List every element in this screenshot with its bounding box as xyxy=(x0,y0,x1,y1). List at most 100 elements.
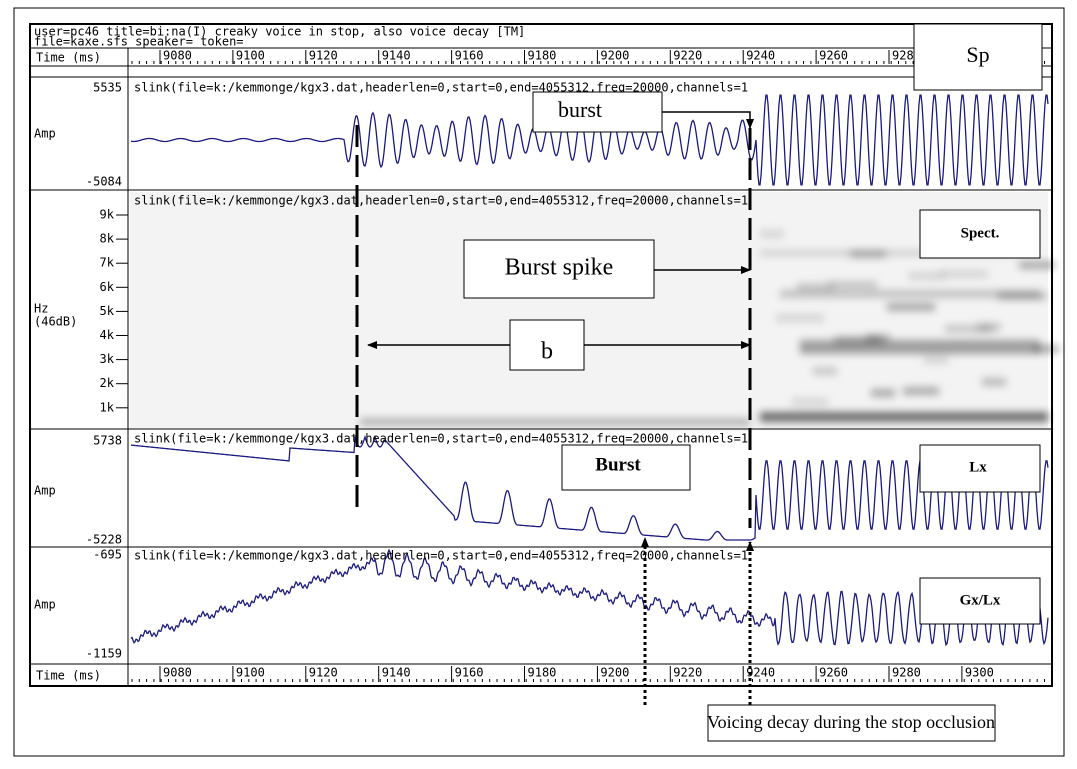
time-tick-label: 9300 xyxy=(965,666,994,680)
energy xyxy=(780,290,1040,298)
annotation: Burst xyxy=(595,454,641,475)
energy xyxy=(760,250,1020,256)
annotation: burst xyxy=(558,97,602,122)
amp-min: -5228 xyxy=(86,533,122,547)
time-tick-label: 9260 xyxy=(819,49,848,63)
energy xyxy=(792,398,828,406)
source-text: slink(file=k:/kemmonge/kgx3.dat,headerle… xyxy=(134,81,748,95)
energy xyxy=(977,323,1001,331)
annotation: Spect. xyxy=(961,225,1000,241)
time-tick-label: 9220 xyxy=(673,666,702,680)
source-text: slink(file=k:/kemmonge/kgx3.dat,headerle… xyxy=(134,549,748,563)
energy xyxy=(1019,261,1055,269)
annotation-box xyxy=(509,319,585,371)
annotation-box xyxy=(913,23,1043,91)
time-tick-label: 9100 xyxy=(236,49,265,63)
arrow xyxy=(662,111,754,129)
time-axis-label: Time (ms) xyxy=(36,669,101,683)
energy xyxy=(800,340,1040,354)
annotation-box xyxy=(919,209,1041,259)
hz-tick-label: 3k xyxy=(100,352,115,366)
panel-grid xyxy=(30,47,1052,686)
hz-tick-label: 9k xyxy=(100,208,115,222)
annotation: Burst spike xyxy=(505,255,614,281)
annotation: b xyxy=(541,339,553,365)
annotation-box xyxy=(919,444,1041,493)
waveforms xyxy=(130,94,1049,647)
time-axis-label: Time (ms) xyxy=(36,51,101,65)
energy xyxy=(871,389,895,397)
time-tick-label: 9180 xyxy=(528,666,557,680)
hz-tick-label: 7k xyxy=(100,256,115,270)
header-line: file=kaxe.sfs speaker= token= xyxy=(34,35,244,49)
hz-tick-label: 6k xyxy=(100,280,115,294)
annotation-box xyxy=(561,444,691,491)
time-tick-label: 9140 xyxy=(382,666,411,680)
energy xyxy=(813,367,837,375)
time-tick-label: 9280 xyxy=(892,666,921,680)
energy xyxy=(760,230,784,238)
energy xyxy=(908,272,944,280)
time-tick-label: 9120 xyxy=(309,49,338,63)
hz-ticks: 9k 8k 7k 6k 5k 4k 3k 2k 1k xyxy=(100,208,128,414)
hz-tick-label: 4k xyxy=(100,328,115,342)
time-tick-label: 9160 xyxy=(455,666,484,680)
axis-label: Amp xyxy=(34,127,56,141)
time-tick-label: 9240 xyxy=(746,666,775,680)
time-tick-label: 9220 xyxy=(673,49,702,63)
amp-max: 5535 xyxy=(93,81,122,95)
annotation-box xyxy=(919,577,1041,625)
annotation: Voicing decay during the stop occlusion xyxy=(707,712,995,732)
waveform xyxy=(130,94,1049,186)
energy xyxy=(924,356,948,364)
time-tick-label: 9260 xyxy=(819,666,848,680)
annotation-box xyxy=(463,239,655,299)
amp-max: -695 xyxy=(93,548,122,562)
hz-tick-label: 1k xyxy=(100,400,115,414)
axis-label: Amp xyxy=(34,598,56,612)
time-tick-label: 9160 xyxy=(455,49,484,63)
time-tick-label: 9100 xyxy=(236,666,265,680)
amp-max: 5738 xyxy=(93,434,122,448)
energy xyxy=(760,412,1048,422)
source-text: slink(file=k:/kemmonge/kgx3.dat,headerle… xyxy=(134,432,748,446)
energy xyxy=(887,303,935,311)
source-text: slink(file=k:/kemmonge/kgx3.dat,headerle… xyxy=(134,194,748,208)
energy xyxy=(829,281,877,289)
header-line: user=pc46 title=bi:na(I) creaky voice in… xyxy=(34,25,525,39)
energy xyxy=(1035,345,1059,353)
time-tick-label: 9200 xyxy=(600,666,629,680)
time-tick-label: 9120 xyxy=(309,666,338,680)
time-ticks: 9080 9100 9120 9140 9160 9180 9200 9220 9240 9260… xyxy=(131,49,1045,682)
energy xyxy=(940,270,988,278)
energy xyxy=(360,418,750,426)
time-tick-label: 9180 xyxy=(528,49,557,63)
hz-tick-label: 5k xyxy=(100,304,115,318)
amp-min: -1159 xyxy=(86,647,122,661)
spectrogram-energy xyxy=(360,230,1059,426)
energy xyxy=(866,334,890,342)
time-tick-label: 9080 xyxy=(163,666,192,680)
time-tick-label: 9240 xyxy=(746,49,775,63)
time-tick-label: 9200 xyxy=(600,49,629,63)
hz-tick-label: 8k xyxy=(100,232,115,246)
energy xyxy=(797,283,833,291)
waveform xyxy=(130,434,1049,541)
annotation: Gx/Lx xyxy=(960,592,1001,608)
annotation-box xyxy=(532,91,663,133)
amp-min: -5084 xyxy=(86,175,122,189)
axis-label: Amp xyxy=(34,484,56,498)
annotation: Sp xyxy=(966,42,989,67)
axis-sublabel: (46dB) xyxy=(34,315,77,329)
axis-label: Hz xyxy=(34,302,48,316)
annotation-box xyxy=(707,704,996,742)
time-tick-label: 9080 xyxy=(163,49,192,63)
annotation: Lx xyxy=(969,459,987,475)
energy xyxy=(982,378,1006,386)
energy xyxy=(903,387,939,395)
energy xyxy=(945,325,993,333)
time-tick-label: 9140 xyxy=(382,49,411,63)
waveform xyxy=(130,548,1049,647)
energy xyxy=(776,314,824,322)
